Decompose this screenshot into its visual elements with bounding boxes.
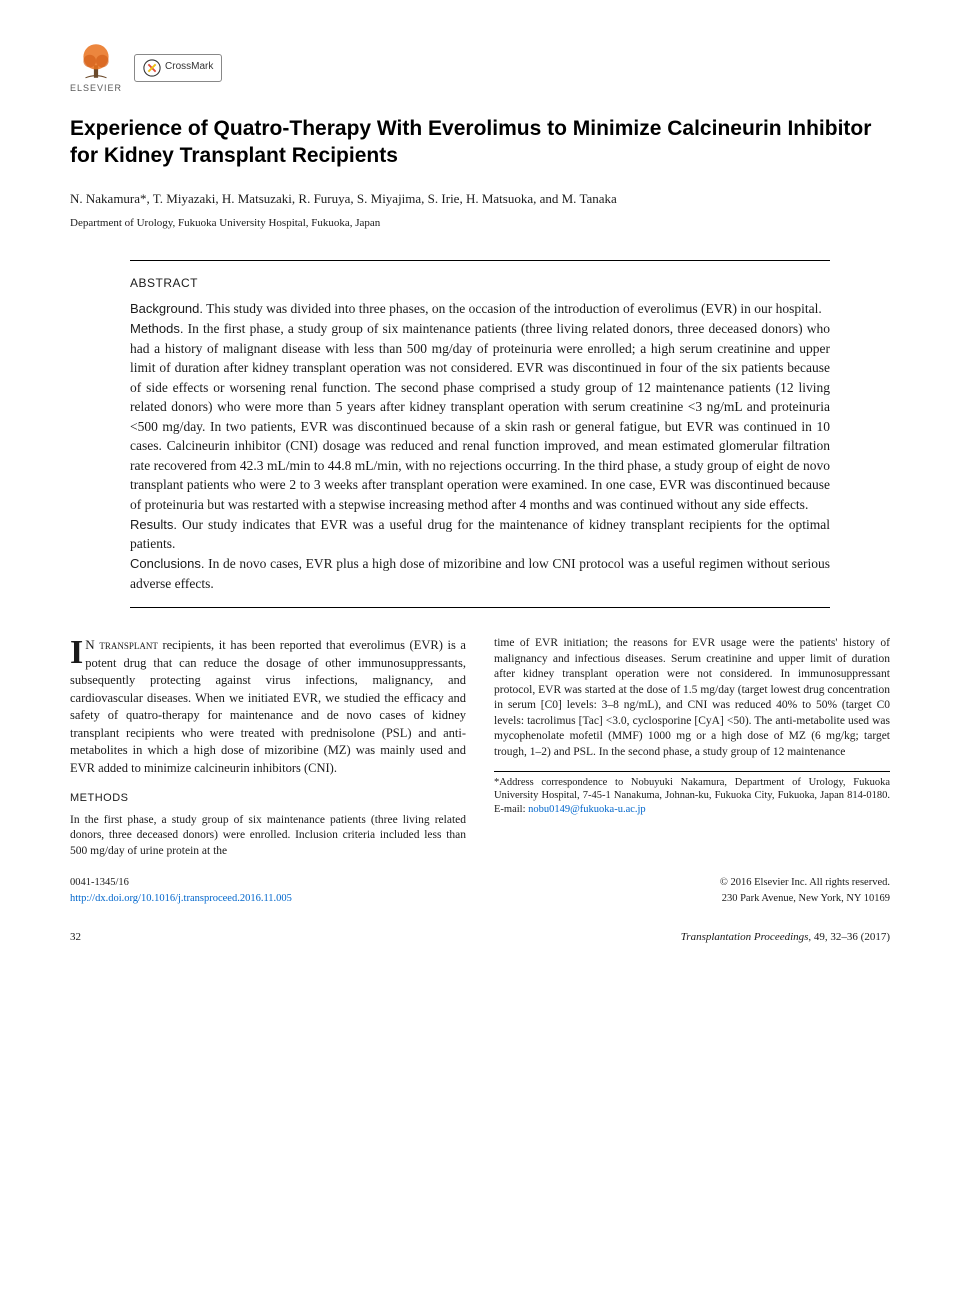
publisher-address: 230 Park Avenue, New York, NY 10169 [720,891,890,906]
intro-rest: recipients, it has been reported that ev… [70,638,466,775]
abstract-conclusions-text: In de novo cases, EVR plus a high dose o… [130,556,830,591]
methods-right-text: time of EVR initiation; the reasons for … [494,636,890,760]
page-number: 32 [70,930,81,946]
correspondence-footnote: *Address correspondence to Nobuyuki Naka… [494,776,890,817]
abstract-results-text: Our study indicates that EVR was a usefu… [130,517,830,552]
elsevier-label: ELSEVIER [70,82,122,95]
methods-left-text: In the first phase, a study group of six… [70,813,466,860]
copyright: © 2016 Elsevier Inc. All rights reserved… [720,875,890,890]
crossmark-icon [143,59,161,77]
intro-first-words: N transplant [85,637,158,652]
elsevier-logo[interactable]: ELSEVIER [70,40,122,95]
journal-citation: Transplantation Proceedings, 49, 32–36 (… [681,930,890,946]
journal-name: Transplantation Proceedings, [681,931,814,943]
elsevier-tree-icon [75,40,117,82]
journal-volume: 49, 32–36 (2017) [814,931,890,943]
abstract-results-label: Results. [130,517,177,532]
issn: 0041-1345/16 [70,875,292,890]
meta-left: 0041-1345/16 http://dx.doi.org/10.1016/j… [70,875,292,905]
abstract-heading: ABSTRACT [130,275,830,292]
dropcap: I [70,636,85,667]
abstract-methods-label: Methods. [130,321,183,336]
abstract-background: Background. This study was divided into … [130,299,830,319]
methods-heading: METHODS [70,791,466,806]
affiliation: Department of Urology, Fukuoka Universit… [70,216,890,232]
body-columns: IN transplant recipients, it has been re… [70,636,890,859]
correspondence-email[interactable]: nobu0149@fukuoka-u.ac.jp [528,804,646,815]
abstract-conclusions: Conclusions. In de novo cases, EVR plus … [130,554,830,593]
doi-link[interactable]: http://dx.doi.org/10.1016/j.transproceed… [70,891,292,906]
right-column: time of EVR initiation; the reasons for … [494,636,890,859]
abstract-conclusions-label: Conclusions. [130,556,204,571]
crossmark-label: CrossMark [165,60,213,75]
author-list: N. Nakamura*, T. Miyazaki, H. Matsuzaki,… [70,190,890,209]
left-column: IN transplant recipients, it has been re… [70,636,466,859]
abstract-methods: Methods. In the first phase, a study gro… [130,319,830,515]
intro-paragraph: IN transplant recipients, it has been re… [70,636,466,777]
bottom-meta: 0041-1345/16 http://dx.doi.org/10.1016/j… [70,875,890,905]
meta-right: © 2016 Elsevier Inc. All rights reserved… [720,875,890,905]
page-footer: 32 Transplantation Proceedings, 49, 32–3… [70,930,890,946]
article-title: Experience of Quatro-Therapy With Everol… [70,115,890,170]
footnote-rule [494,771,890,772]
abstract-methods-text: In the first phase, a study group of six… [130,321,830,512]
abstract-box: ABSTRACT Background. This study was divi… [130,260,830,608]
abstract-results: Results. Our study indicates that EVR wa… [130,515,830,554]
crossmark-badge[interactable]: CrossMark [134,54,222,82]
abstract-background-label: Background. [130,301,203,316]
publisher-header: ELSEVIER CrossMark [70,40,890,95]
abstract-background-text: This study was divided into three phases… [206,301,822,316]
